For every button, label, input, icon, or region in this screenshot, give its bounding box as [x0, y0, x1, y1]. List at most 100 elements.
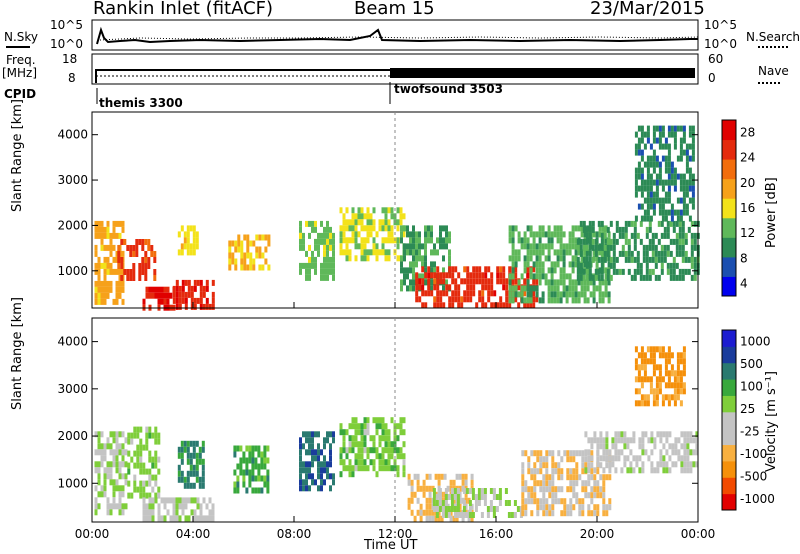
power-cell: [187, 285, 191, 292]
velocity-cell: [662, 461, 666, 468]
power-cell: [433, 243, 436, 250]
velocity-cell: [317, 443, 320, 450]
velocity-cell: [542, 492, 546, 499]
power-cell: [571, 291, 575, 298]
power-cell: [175, 285, 179, 292]
velocity-cell: [112, 449, 116, 456]
power-cell: [588, 256, 592, 263]
velocity-cell: [193, 515, 197, 522]
velocity-cell: [345, 453, 349, 460]
power-cell: [228, 252, 232, 259]
power-cell: [574, 243, 578, 250]
power-cell: [633, 256, 637, 263]
velocity-cell: [236, 463, 240, 470]
velocity-cell: [375, 471, 379, 478]
velocity-cell: [121, 449, 125, 456]
velocity-cell: [581, 468, 585, 475]
velocity-cell: [363, 435, 367, 442]
power-cell: [372, 243, 376, 250]
power-cell: [103, 298, 107, 305]
velocity-colorbar-tick: -25: [740, 424, 760, 438]
power-cell: [691, 185, 695, 192]
velocity-cell: [378, 423, 382, 430]
power-cell: [424, 261, 427, 268]
power-cell: [667, 179, 671, 186]
velocity-cell: [435, 506, 439, 512]
power-cell: [360, 213, 364, 220]
velocity-cell: [186, 452, 190, 459]
power-cell: [595, 261, 599, 268]
velocity-cell: [623, 437, 627, 444]
power-cell: [690, 274, 694, 281]
power-cell: [424, 255, 427, 262]
power-cell: [342, 249, 346, 256]
power-cell: [320, 232, 323, 239]
velocity-cell: [587, 462, 591, 469]
velocity-cell: [677, 455, 681, 462]
velocity-cell: [151, 474, 155, 481]
power-cell: [466, 266, 470, 273]
power-cell: [439, 231, 442, 238]
velocity-cell: [682, 352, 686, 359]
power-cell: [571, 225, 575, 232]
velocity-cell: [387, 435, 391, 442]
power-cell: [106, 220, 110, 227]
velocity-cell: [375, 423, 379, 430]
velocity-cell: [634, 400, 638, 407]
power-cell: [550, 285, 554, 292]
power-cell: [664, 209, 668, 216]
power-cell: [634, 143, 638, 150]
velocity-cell: [151, 509, 155, 516]
power-cell: [676, 173, 680, 180]
power-cell: [673, 173, 677, 180]
velocity-cell: [461, 473, 465, 480]
velocity-cell: [602, 486, 606, 493]
power-cell: [103, 226, 107, 233]
velocity-cell: [351, 441, 355, 448]
power-cell: [664, 137, 668, 144]
velocity-cell: [629, 449, 633, 456]
power-cell: [517, 231, 521, 238]
power-cell: [562, 231, 566, 238]
velocity-cell: [637, 388, 641, 395]
power-cell: [547, 291, 551, 298]
power-cell: [183, 237, 187, 244]
power-cell: [363, 249, 367, 256]
velocity-colorbar-swatch: [722, 477, 736, 495]
power-cell: [562, 273, 566, 280]
velocity-cell: [407, 503, 411, 510]
velocity-cell: [655, 388, 659, 395]
velocity-colorbar-label: Velocity [m s⁻¹]: [764, 371, 779, 472]
velocity-cell: [489, 488, 493, 494]
power-cell: [679, 173, 683, 180]
velocity-cell: [686, 443, 690, 450]
velocity-cell: [180, 452, 184, 459]
velocity-cell: [578, 474, 582, 481]
velocity-cell: [661, 376, 665, 383]
velocity-cell: [664, 382, 668, 389]
power-cell: [442, 243, 445, 250]
velocity-cell: [563, 510, 567, 517]
velocity-cell: [257, 445, 261, 452]
velocity-cell: [492, 506, 496, 512]
power-cell: [649, 215, 653, 222]
velocity-cell: [184, 515, 188, 522]
velocity-cell: [251, 463, 255, 470]
power-cell: [412, 267, 415, 274]
power-cell: [565, 297, 569, 304]
velocity-cell: [360, 435, 364, 442]
velocity-cell: [477, 488, 481, 494]
power-cell: [451, 302, 455, 309]
velocity-cell: [626, 437, 630, 444]
velocity-cell: [136, 444, 140, 451]
velocity-cell: [521, 492, 525, 499]
velocity-cell: [578, 510, 582, 517]
power-cell: [243, 234, 247, 241]
velocity-cell: [551, 486, 555, 493]
velocity-cell: [679, 400, 683, 407]
power-cell: [323, 244, 326, 251]
power-cell: [624, 220, 628, 227]
power-cell: [396, 237, 400, 244]
freq-panel: [91, 53, 699, 85]
power-cell: [372, 225, 376, 232]
